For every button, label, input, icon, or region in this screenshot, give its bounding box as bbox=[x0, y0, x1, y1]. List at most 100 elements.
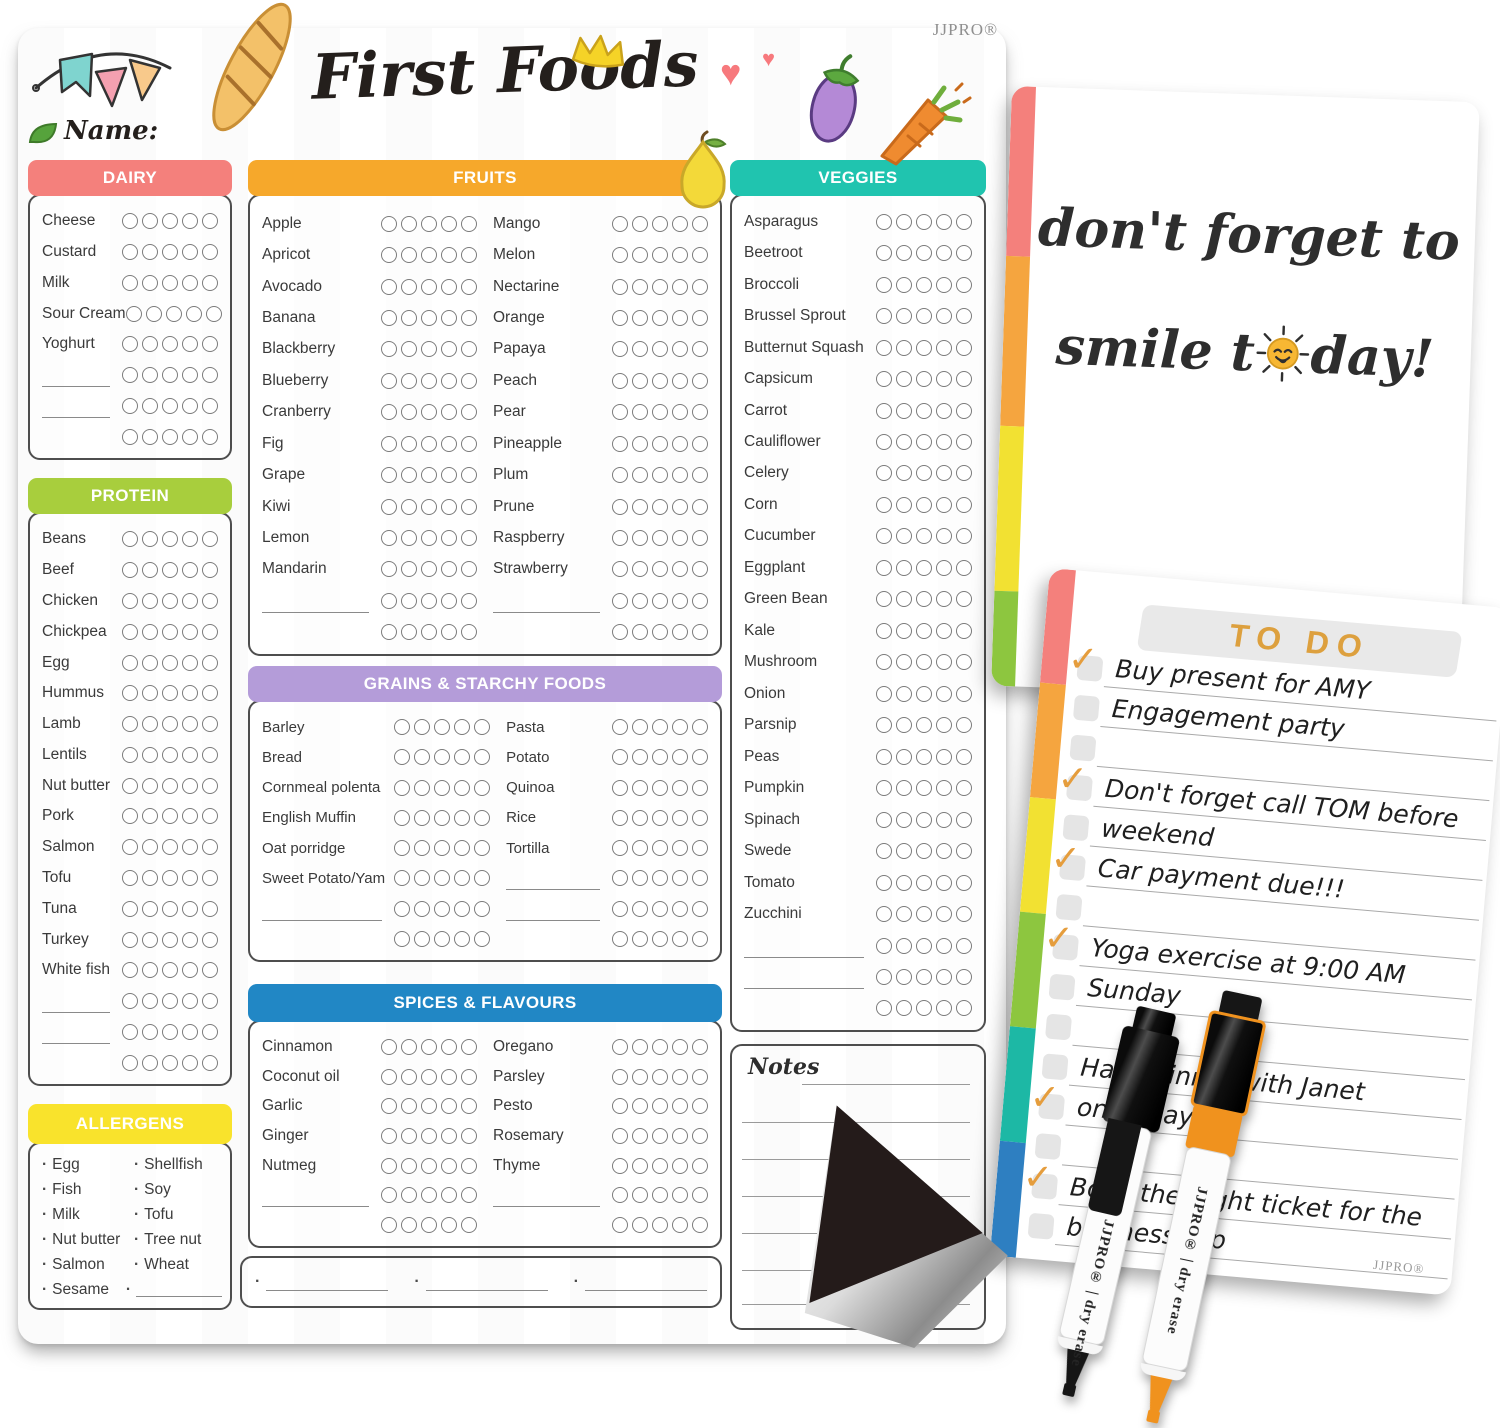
item-label: Beef bbox=[42, 561, 74, 579]
item-label: Turkey bbox=[42, 930, 89, 948]
allergen-left: Nut butter bbox=[38, 1231, 130, 1249]
item-label: Milk bbox=[42, 273, 70, 291]
checklist-row: Nectarine bbox=[485, 271, 716, 302]
tasting-circles bbox=[612, 900, 708, 917]
checklist-row: Mandarin bbox=[254, 554, 485, 585]
leaf-icon bbox=[28, 120, 58, 151]
item-label: Spinach bbox=[744, 810, 801, 828]
item-label: Egg bbox=[42, 653, 70, 671]
item-label: Strawberry bbox=[493, 560, 568, 578]
todo-checkbox bbox=[1034, 1132, 1062, 1161]
tasting-circles bbox=[876, 213, 972, 230]
tasting-circles bbox=[394, 840, 491, 857]
tasting-circles bbox=[612, 930, 708, 947]
tasting-circles bbox=[876, 496, 972, 513]
tasting-circles bbox=[612, 840, 708, 857]
tasting-circles bbox=[381, 309, 477, 326]
tasting-circles bbox=[612, 624, 708, 641]
allergen-right: Tree nut bbox=[130, 1231, 222, 1249]
tasting-circles bbox=[612, 1098, 708, 1115]
item-label: Butternut Squash bbox=[744, 338, 864, 356]
baguette-icon bbox=[195, 0, 310, 155]
item-label: Chickpea bbox=[42, 622, 107, 640]
todo-board: TO DO ✓ Buy present for AMY ✓ Engagement… bbox=[989, 568, 1500, 1296]
checklist-row: Carrot bbox=[736, 395, 980, 426]
tasting-circles bbox=[876, 276, 972, 293]
tasting-circles bbox=[381, 529, 477, 546]
tasting-circles bbox=[612, 372, 708, 389]
tasting-circles bbox=[876, 402, 972, 419]
checklist-row: Cheese bbox=[34, 206, 226, 237]
tasting-circles bbox=[612, 498, 708, 515]
checklist-row bbox=[34, 421, 226, 452]
allergen-row: Sesame bbox=[34, 1277, 226, 1302]
todo-checkbox bbox=[1072, 694, 1100, 722]
tasting-circles bbox=[381, 1187, 477, 1204]
item-label: Rosemary bbox=[493, 1127, 564, 1145]
tasting-circles bbox=[394, 870, 491, 887]
checklist-row: Pear bbox=[485, 397, 716, 428]
checklist-row bbox=[498, 863, 716, 893]
item-label: Pear bbox=[493, 403, 526, 421]
tasting-circles bbox=[876, 937, 972, 954]
checklist-row: Tuna bbox=[34, 893, 226, 924]
allergen-left: Fish bbox=[38, 1181, 130, 1199]
blank-entry bbox=[414, 1273, 548, 1291]
tasting-circles bbox=[876, 308, 972, 325]
tasting-circles bbox=[612, 341, 708, 358]
tasting-circles bbox=[612, 1187, 708, 1204]
tasting-circles bbox=[381, 215, 477, 232]
tasting-circles bbox=[612, 1217, 708, 1234]
check-icon: ✓ bbox=[1067, 638, 1099, 681]
todo-checkbox bbox=[1041, 1053, 1069, 1081]
checklist-row: Peach bbox=[485, 365, 716, 396]
item-label: Brussel Sprout bbox=[744, 307, 846, 325]
item-label: Beans bbox=[42, 530, 86, 548]
tasting-circles bbox=[122, 274, 218, 291]
allergen-right: Soy bbox=[130, 1181, 222, 1199]
crown-icon bbox=[566, 28, 632, 81]
section-header-protein: PROTEIN bbox=[28, 478, 232, 514]
item-label: Coconut oil bbox=[262, 1067, 340, 1085]
item-label: Apple bbox=[262, 214, 302, 232]
tasting-circles bbox=[122, 397, 218, 414]
todo-checkbox bbox=[1044, 1013, 1073, 1041]
tasting-circles bbox=[122, 993, 218, 1010]
tasting-circles bbox=[381, 1098, 477, 1115]
tasting-circles bbox=[612, 1157, 708, 1174]
item-label: Green Bean bbox=[744, 590, 828, 608]
checklist-row: Egg bbox=[34, 647, 226, 678]
checklist-row: Oregano bbox=[485, 1032, 716, 1062]
item-label: Nectarine bbox=[493, 277, 560, 295]
item-label: White fish bbox=[42, 961, 111, 979]
checklist-row bbox=[485, 585, 716, 616]
tasting-circles bbox=[612, 529, 708, 546]
item-label: Parsley bbox=[493, 1067, 545, 1085]
checklist-row: Cranberry bbox=[254, 397, 485, 428]
item-label: Prune bbox=[493, 497, 535, 515]
tasting-circles bbox=[876, 748, 972, 765]
tasting-circles bbox=[381, 592, 477, 609]
checklist-row: Kale bbox=[736, 615, 980, 646]
blank-entry bbox=[574, 1273, 707, 1291]
checklist-row bbox=[34, 1047, 226, 1078]
checklist-row bbox=[485, 616, 716, 647]
pear-icon bbox=[672, 130, 734, 217]
item-label bbox=[42, 997, 110, 1014]
item-label: Fig bbox=[262, 434, 284, 452]
tasting-circles bbox=[122, 716, 218, 733]
item-label: Beetroot bbox=[744, 244, 803, 262]
tasting-circles bbox=[394, 930, 491, 947]
item-label: Orange bbox=[493, 308, 545, 326]
item-label bbox=[493, 1222, 600, 1237]
checklist-row: Lamb bbox=[34, 709, 226, 740]
item-label bbox=[506, 905, 600, 921]
tasting-circles bbox=[381, 561, 477, 578]
checklist-row: Oat porridge bbox=[254, 833, 498, 863]
quote-line-2: smile t day! bbox=[1054, 315, 1435, 390]
tasting-circles bbox=[876, 811, 972, 828]
tasting-circles bbox=[381, 1068, 477, 1085]
item-label: Onion bbox=[744, 684, 786, 702]
item-label: Parsnip bbox=[744, 716, 797, 734]
